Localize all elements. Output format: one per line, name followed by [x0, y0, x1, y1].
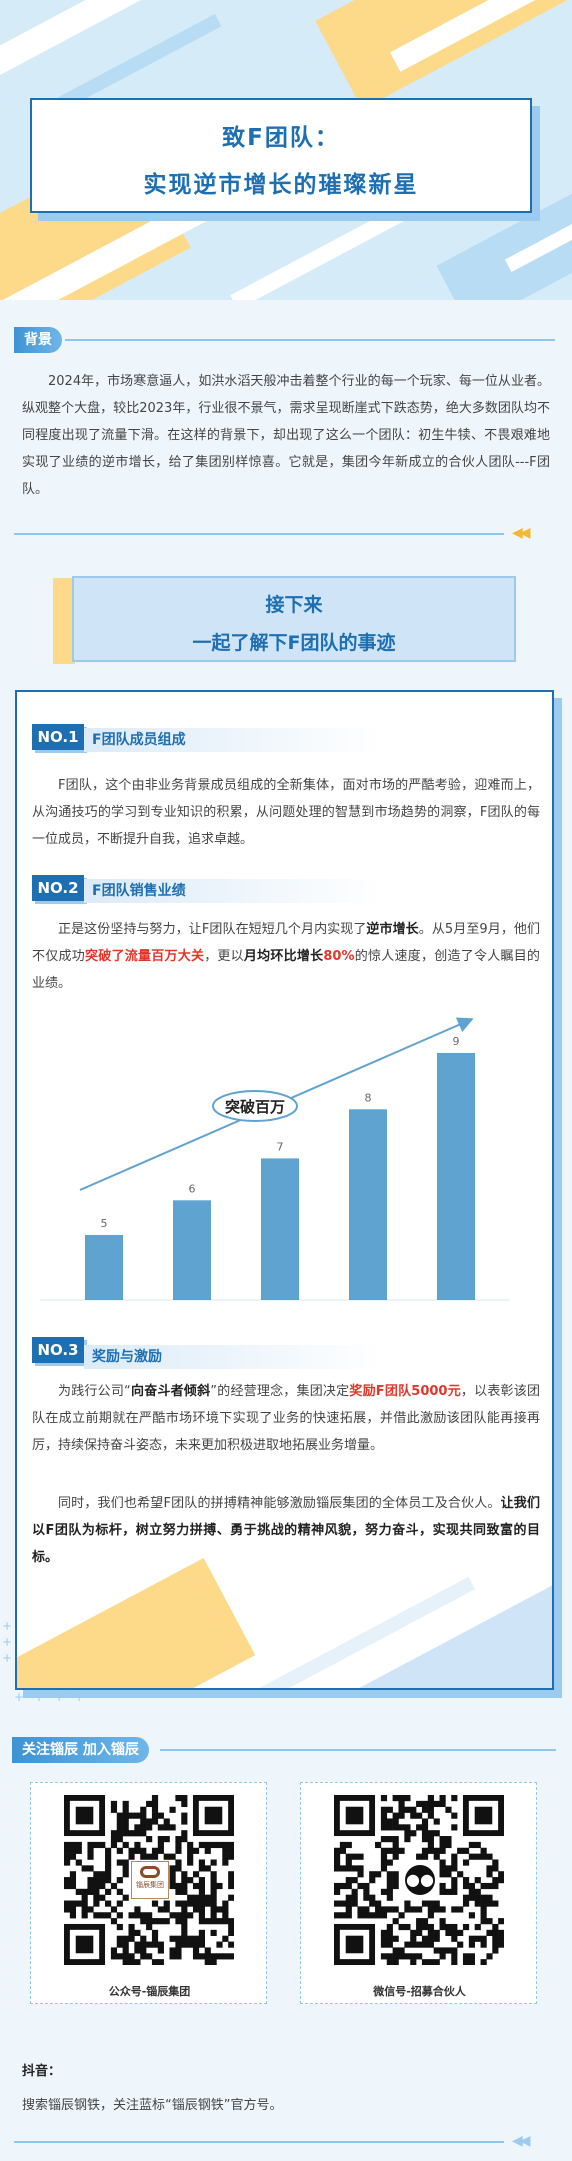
- bar-4: [349, 1109, 387, 1300]
- text-run: 。从5月至9月，他们不仅成功: [32, 922, 540, 964]
- text-highlight: 80%: [323, 949, 355, 964]
- decor-stripe: [315, 0, 572, 110]
- text-highlight: 奖励F团队5000元: [349, 1384, 461, 1399]
- section-number-1: NO.1: [32, 724, 84, 750]
- qr-code-wechat[interactable]: [334, 1795, 504, 1965]
- text-run: 同时，我们也希望F团队的拼搏精神能够激励锱辰集团的全体员工及合伙人。: [58, 1496, 501, 1511]
- background-paragraph: 2024年，市场寒意逼人，如洪水滔天般冲击着整个行业的每一个玩家、每一位从业者。…: [22, 374, 550, 497]
- bar-5: [437, 1052, 475, 1300]
- section3-paragraph-2: 同时，我们也希望F团队的拼搏精神能够激励锱辰集团的全体员工及合伙人。让我们以F团…: [32, 1490, 540, 1571]
- chart-annotation: 突破百万: [212, 1090, 298, 1122]
- page-title-line1: 致F团队：: [222, 125, 340, 151]
- douyin-text: 搜索锱辰钢铁，关注蓝标“锱辰钢铁”官方号。: [22, 2098, 283, 2113]
- decor-stripe: [17, 1558, 256, 1688]
- text-bold: 向奋斗者倾斜: [130, 1384, 211, 1399]
- qr-caption-official: 公众号-锱辰集团: [108, 1985, 191, 1998]
- title-box: 致F团队： 实现逆市增长的璀璨新星: [30, 98, 532, 213]
- next-banner-line2: 一起了解下F团队的事迹: [192, 632, 396, 654]
- next-banner-yellow-accent: [53, 578, 75, 664]
- qr-card-wechat: ●● 微信号-招募合伙人: [300, 1782, 537, 2004]
- logo-icon: [140, 1866, 160, 1878]
- text-bold: 月均环比增长: [243, 949, 324, 964]
- annotation-label: 突破百万: [225, 1098, 285, 1116]
- next-banner: 接下来 一起了解下F团队的事迹: [72, 576, 516, 662]
- bar-3: [261, 1158, 299, 1300]
- text-run: 的惊人速度，创造了令人瞩目的业绩。: [32, 949, 540, 991]
- wechat-icon: ●●: [401, 1861, 439, 1899]
- text-run: 为践行公司“: [58, 1384, 131, 1399]
- section-number-3: NO.3: [32, 1337, 84, 1363]
- text-bold: 逆市增长: [366, 922, 419, 937]
- header-banner: 致F团队： 实现逆市增长的璀璨新星: [0, 0, 572, 300]
- text-run: ，更以: [204, 949, 244, 964]
- section-title-3: 奖励与激励: [84, 1345, 384, 1369]
- sales-bar-chart: 5 6 7 8 9 突破百万: [40, 1017, 510, 1301]
- bar-2: [173, 1200, 211, 1300]
- section2-paragraph: 正是这份坚持与努力，让F团队在短短几个月内实现了逆市增长。从5月至9月，他们不仅…: [32, 916, 540, 997]
- next-banner-line1: 接下来: [265, 594, 323, 616]
- bar-value-label: 8: [365, 1091, 372, 1104]
- bar-value-label: 9: [453, 1035, 460, 1048]
- qr-caption-wechat: 微信号-招募合伙人: [373, 1985, 466, 1998]
- bar-group: 5 6 7 8 9: [85, 1035, 475, 1300]
- text-run: 正是这份坚持与努力，让F团队在短短几个月内实现了: [58, 922, 367, 937]
- text-bold: 让我们以F团队为标杆，树立努力拼搏、勇于挑战的精神风貌，努力奋斗，实现共同致富的…: [32, 1496, 540, 1565]
- section-tag-follow: 关注锱辰 加入锱辰: [12, 1737, 149, 1763]
- divider: [14, 533, 504, 535]
- decor-stripe: [338, 1558, 552, 1688]
- double-arrow-left-icon: ◀◀: [512, 2133, 530, 2149]
- plus-decor-icon: ++++: [14, 1690, 95, 1704]
- section-title-2: F团队销售业绩: [84, 879, 384, 903]
- logo-text: 锱辰集团: [136, 1881, 164, 1889]
- section-number-2: NO.2: [32, 875, 84, 901]
- plus-decor-icon: + + +: [2, 1619, 13, 1665]
- bar-1: [85, 1234, 123, 1300]
- section-tag-background: 背景: [14, 327, 62, 353]
- divider: [14, 2141, 504, 2143]
- divider: [160, 1749, 556, 1751]
- page-title-line2: 实现逆市增长的璀璨新星: [143, 172, 419, 198]
- text-run: ”的经营理念，集团决定: [210, 1384, 350, 1399]
- double-arrow-left-icon: ◀◀: [512, 525, 530, 541]
- bar-value-label: 5: [101, 1217, 108, 1230]
- text-highlight: 突破了流量百万大关: [84, 949, 205, 964]
- section1-paragraph: F团队，这个由非业务背景成员组成的全新集体，面对市场的严酷考验，迎难而上，从沟通…: [32, 778, 540, 847]
- douyin-heading: 抖音：: [22, 2064, 62, 2079]
- text-run: ，以表彰该团队在成立前期就在严酷市场环境下实现了业务的快速拓展，并借此激励该团队…: [32, 1384, 540, 1453]
- divider: [65, 339, 555, 341]
- qr-center-logo: 锱辰集团: [131, 1861, 169, 1899]
- section3-paragraph-1: 为践行公司“向奋斗者倾斜”的经营理念，集团决定奖励F团队5000元，以表彰该团队…: [32, 1378, 540, 1459]
- bar-value-label: 7: [277, 1140, 284, 1153]
- section-title-1: F团队成员组成: [84, 728, 384, 752]
- qr-card-official: 锱辰集团 公众号-锱辰集团: [30, 1782, 267, 2004]
- bar-value-label: 6: [189, 1182, 196, 1195]
